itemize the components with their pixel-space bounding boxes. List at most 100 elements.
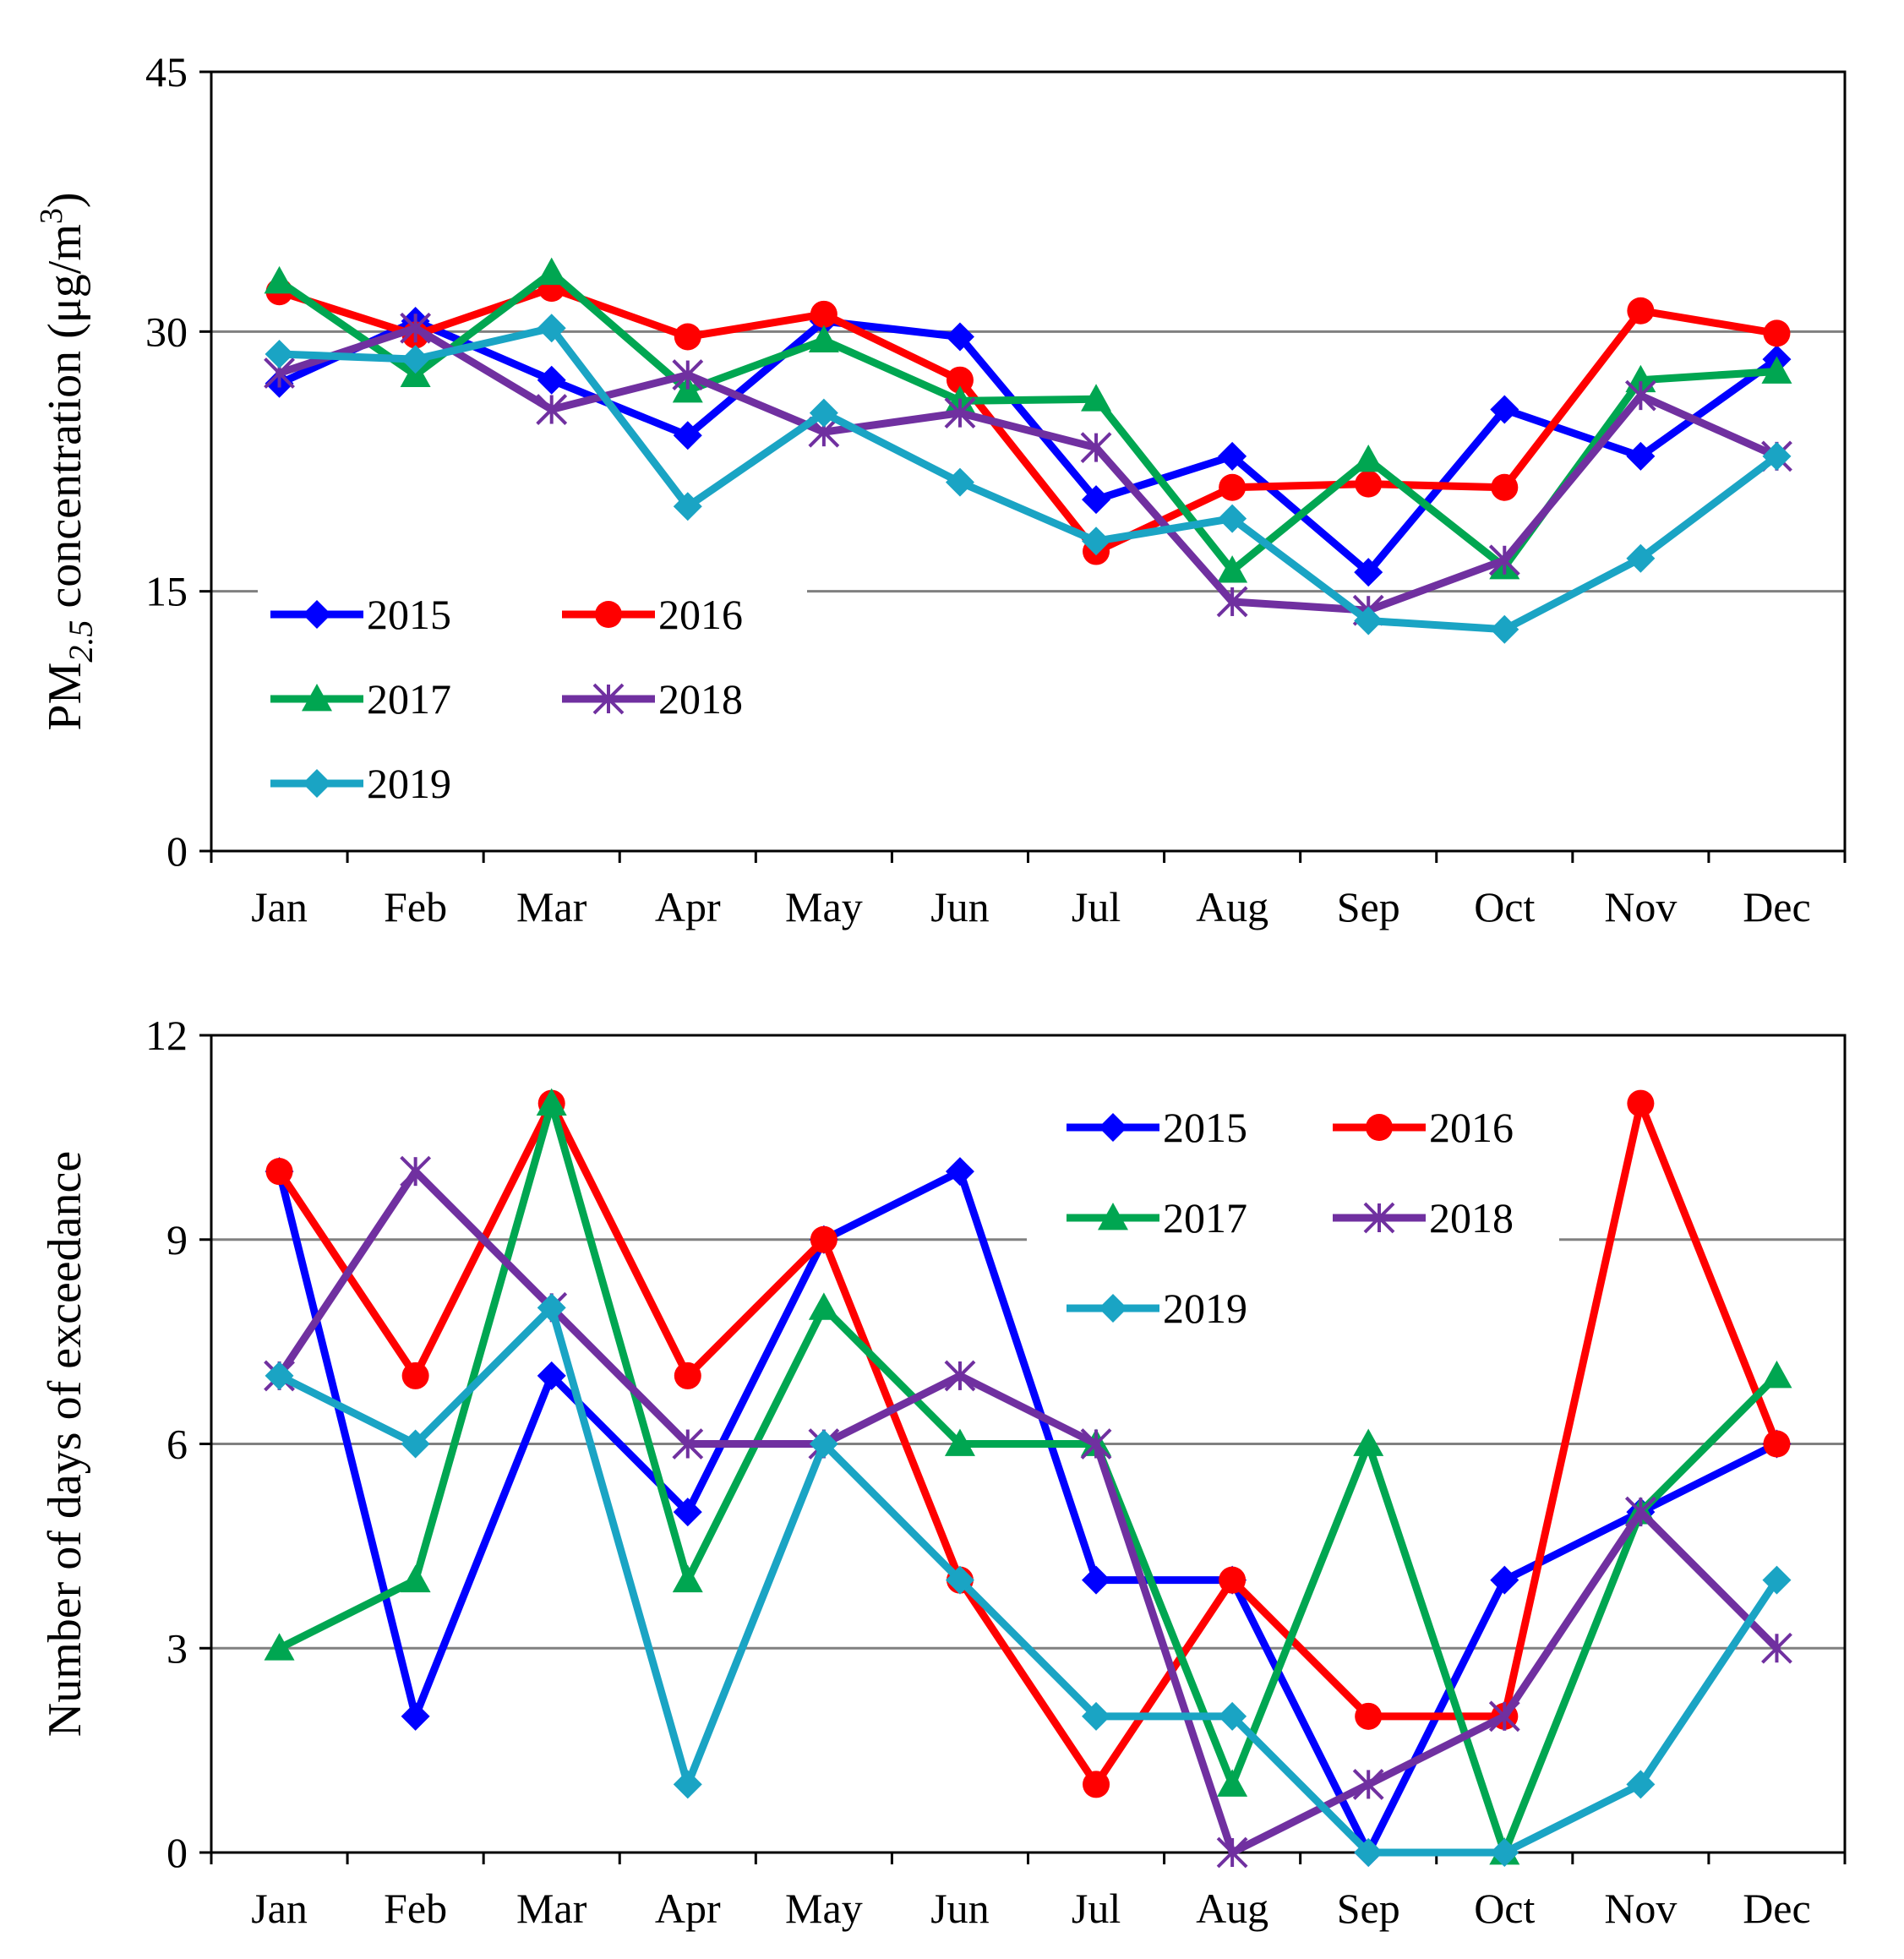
top-legend-marker-2019 — [303, 769, 331, 798]
bottom-point-2018-jun — [944, 1360, 976, 1392]
bottom-point-2017-feb — [400, 1564, 431, 1593]
top-y-axis-title: PM2.5 concentration (μg/m3) — [34, 192, 100, 730]
top-point-2017-jul — [1081, 384, 1112, 412]
bottom-point-2019-jul — [1082, 1701, 1111, 1731]
top-y-tick-label: 15 — [145, 568, 188, 615]
top-series-2018-line — [276, 324, 1781, 614]
top-point-2016-apr — [674, 323, 701, 351]
bottom-series-2016-line — [276, 1100, 1781, 1788]
top-y-tick-label: 45 — [145, 48, 188, 95]
top-point-2016-dec — [1763, 319, 1791, 347]
bottom-point-2016-sep — [1355, 1702, 1383, 1730]
top-chart-panel: 0 15 30 45 Jan Feb Mar Apr May Jun Jul Aug Sep Oct Nov… — [34, 48, 1847, 930]
bottom-x-tick-label-mar: Mar — [516, 1885, 587, 1932]
top-series-2019 — [265, 314, 1792, 644]
top-point-2019-apr — [673, 492, 702, 521]
bottom-point-2018-nov — [1624, 1496, 1656, 1528]
bottom-y-axis-title: Number of days of exceedance — [39, 1151, 91, 1737]
bottom-x-tick-label-dec: Dec — [1743, 1885, 1811, 1932]
bottom-legend-label-2018: 2018 — [1429, 1194, 1514, 1241]
top-point-2019-dec — [1762, 441, 1792, 471]
bottom-x-tick-label-feb: Feb — [384, 1885, 447, 1932]
top-point-2017-sep — [1353, 444, 1384, 472]
top-legend-label-2016: 2016 — [658, 591, 743, 638]
bottom-point-2019-mar — [537, 1293, 566, 1323]
top-point-2015-apr — [673, 421, 702, 450]
bottom-point-2017-dec — [1761, 1360, 1792, 1389]
bottom-legend-item-2015: 2015 — [1067, 1104, 1247, 1151]
bottom-point-2019-feb — [401, 1429, 430, 1459]
bottom-point-2015-jul — [1082, 1565, 1111, 1595]
bottom-y-tick-label: 3 — [166, 1624, 188, 1672]
bottom-point-2016-dec — [1763, 1430, 1791, 1458]
bottom-series-2019-line — [276, 1303, 1781, 1857]
bottom-x-tick-label-jan: Jan — [251, 1885, 308, 1932]
bottom-legend-label-2017: 2017 — [1163, 1194, 1247, 1241]
top-x-tick-label-jan: Jan — [251, 883, 308, 930]
bottom-point-2015-jun — [945, 1157, 974, 1187]
top-point-2017-jan — [264, 265, 295, 294]
top-point-2018-jun — [944, 397, 976, 429]
bottom-point-2018-dec — [1761, 1632, 1792, 1664]
bottom-point-2019-sep — [1354, 1838, 1383, 1867]
bottom-point-2015-oct — [1490, 1565, 1519, 1595]
top-point-2015-sep — [1354, 558, 1383, 587]
bottom-legend-label-2015: 2015 — [1163, 1104, 1247, 1151]
top-point-2019-nov — [1626, 543, 1656, 573]
top-point-2016-aug — [1219, 473, 1247, 501]
top-legend-item-2017: 2017 — [270, 675, 451, 723]
bottom-point-2018-feb — [400, 1155, 432, 1187]
bottom-point-2018-aug — [1216, 1836, 1248, 1869]
top-point-2017-nov — [1625, 364, 1656, 393]
bottom-legend-marker-2015 — [1099, 1113, 1127, 1142]
top-legend-marker-2018 — [592, 683, 625, 715]
top-legend-marker-2017 — [302, 684, 332, 712]
top-point-2016-sep — [1355, 470, 1383, 498]
bottom-series-2019 — [265, 1293, 1792, 1867]
top-point-2015-jun — [945, 322, 974, 352]
top-point-2015-aug — [1218, 441, 1247, 471]
bottom-point-2015-apr — [673, 1498, 702, 1527]
top-x-tick-label-nov: Nov — [1604, 883, 1677, 930]
bottom-series-2017-line — [276, 1100, 1781, 1857]
bottom-legend-item-2018: 2018 — [1333, 1194, 1514, 1241]
bottom-point-2015-feb — [401, 1701, 430, 1731]
top-x-tick-label-mar: Mar — [516, 883, 587, 930]
bottom-point-2016-jul — [1083, 1771, 1110, 1798]
bottom-point-2016-nov — [1627, 1089, 1655, 1117]
bottom-legend-item-2017: 2017 — [1067, 1194, 1247, 1241]
bottom-legend-marker-2017 — [1098, 1203, 1128, 1231]
top-point-2019-jun — [945, 467, 974, 497]
top-point-2019-feb — [401, 345, 430, 374]
top-y-tick-label: 30 — [145, 308, 188, 355]
bottom-y-tick-label: 12 — [145, 1012, 188, 1059]
bottom-point-2019-aug — [1218, 1701, 1247, 1731]
bottom-x-tick-label-apr: Apr — [655, 1885, 721, 1932]
bottom-legend-label-2016: 2016 — [1429, 1104, 1514, 1151]
top-point-2016-jun — [946, 366, 974, 394]
bottom-x-tick-label-jul: Jul — [1072, 1885, 1121, 1932]
top-point-2018-mar — [536, 394, 568, 425]
bottom-point-2019-jan — [265, 1361, 294, 1390]
top-point-2015-jul — [1082, 485, 1111, 515]
top-series-2015-line — [276, 317, 1781, 576]
top-point-2018-nov — [1624, 379, 1656, 412]
bottom-point-2017-may — [808, 1292, 839, 1320]
top-x-tick-label-feb: Feb — [384, 883, 447, 930]
bottom-x-tick-label-sep: Sep — [1337, 1885, 1400, 1932]
top-point-2019-sep — [1354, 606, 1383, 636]
bottom-point-2017-jun — [944, 1428, 975, 1456]
top-legend: 2015 2016 2017 2018 2019 — [258, 570, 807, 824]
top-point-2015-oct — [1490, 395, 1519, 424]
top-point-2019-aug — [1218, 504, 1247, 533]
top-x-tick-label-oct: Oct — [1474, 883, 1535, 930]
bottom-legend-marker-2019 — [1099, 1294, 1127, 1323]
bottom-point-2019-nov — [1626, 1770, 1656, 1799]
bottom-point-2016-aug — [1219, 1566, 1247, 1594]
top-point-2018-oct — [1488, 544, 1520, 576]
top-point-2016-oct — [1491, 473, 1519, 501]
bottom-chart-panel: 0 3 6 9 12 Jan Feb Mar Apr May Jun Jul Aug Sep Oct Nov D… — [39, 1012, 1847, 1932]
top-x-tick-label-jul: Jul — [1072, 883, 1121, 930]
top-series-2016-line — [276, 284, 1781, 556]
